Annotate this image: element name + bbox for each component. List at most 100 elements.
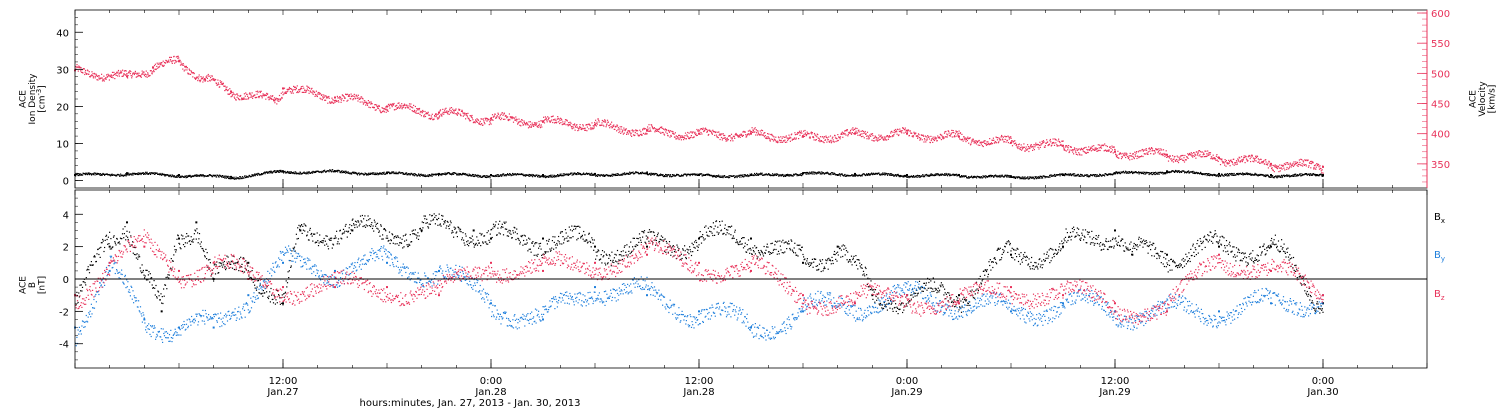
bx-point: [1166, 253, 1168, 256]
y-bottom-tick-label: 4: [63, 210, 69, 221]
bx-point: [178, 237, 180, 240]
top-left-axis-title-line: Ion Density: [28, 73, 38, 125]
y-bottom-tick-label: -4: [59, 340, 69, 351]
top-right-axis-title-line: ACE: [1469, 90, 1479, 108]
bx-point: [282, 302, 284, 305]
bz-point: [438, 294, 440, 297]
bx-point: [698, 237, 700, 240]
y-right-tick-label: 600: [1431, 9, 1450, 20]
bx-point: [1010, 253, 1012, 256]
by-point: [802, 310, 804, 313]
by-point: [282, 261, 284, 264]
top-right-axis-title-line: [km/s]: [1488, 85, 1498, 114]
bz-point: [212, 261, 215, 264]
by-point: [334, 269, 336, 272]
density-trace: [75, 169, 1324, 180]
bottom-axis-title-line: ACE: [19, 276, 29, 294]
top-left-axis-title-line: ACE: [19, 90, 29, 108]
velocity-point: [386, 105, 388, 108]
x-tick-date-label: Jan.28: [474, 387, 506, 398]
velocity-point: [854, 132, 856, 135]
velocity-point: [334, 96, 336, 99]
bz-point: [282, 286, 284, 289]
by-point: [247, 294, 250, 297]
bx-point: [1270, 245, 1272, 248]
bx-point: [472, 229, 475, 232]
bx-point: [126, 221, 128, 224]
legend-bx: Bx: [1434, 212, 1445, 225]
bz-point: [490, 261, 492, 264]
x-tick-label: 12:00: [269, 376, 298, 387]
legend-by: By: [1434, 250, 1445, 263]
x-tick-date-label: Jan.28: [682, 387, 714, 398]
velocity-point: [1270, 162, 1272, 165]
bz-point: [334, 286, 336, 289]
bz-point: [542, 269, 544, 272]
bx-point: [1062, 245, 1064, 248]
bx-point: [160, 310, 163, 313]
bz-point: [1062, 294, 1064, 297]
velocity-point: [230, 90, 232, 93]
by-point: [212, 326, 215, 329]
velocity-point: [906, 132, 908, 135]
density-point: [1270, 174, 1272, 177]
by-point: [490, 302, 492, 305]
x-tick-label: 12:00: [685, 376, 714, 387]
bottom-axis-title: ACE B [nT]: [19, 276, 48, 294]
velocity-point: [1114, 150, 1116, 153]
y-right-tick-label: 450: [1431, 100, 1450, 111]
bx-point: [490, 237, 492, 240]
bx-point: [195, 221, 198, 224]
bx-point: [871, 294, 874, 297]
x-tick-label: 12:00: [1101, 376, 1130, 387]
bz-point: [1322, 294, 1324, 297]
bottom-axis-title-line: B: [28, 282, 38, 288]
y-left-tick-label: 40: [56, 28, 69, 39]
top-left-axis-title: ACE Ion Density [cm-3]: [19, 73, 48, 125]
bz-point: [698, 261, 700, 264]
bx-point: [351, 229, 354, 232]
bz-point: [750, 269, 752, 272]
by-point: [750, 326, 752, 329]
bz-point: [108, 261, 111, 264]
x-tick-date-label: Jan.29: [890, 387, 922, 398]
velocity-point: [1322, 165, 1324, 168]
x-tick-date-label: Jan.27: [266, 387, 298, 398]
density-point: [230, 175, 232, 178]
velocity-point: [958, 135, 960, 138]
x-tick-label: 0:00: [896, 376, 918, 387]
density-point: [854, 172, 856, 175]
y-bottom-tick-label: 2: [63, 243, 69, 254]
bz-point: [143, 245, 146, 248]
bx-point: [1322, 302, 1324, 305]
velocity-point: [802, 135, 804, 138]
bz-point: [1114, 302, 1116, 305]
y-left-tick-label: 10: [56, 140, 69, 151]
top-left-axis-title-line: [cm-3]: [35, 85, 48, 112]
bz-point: [386, 286, 388, 289]
bz-point: [1010, 286, 1012, 289]
bz-point: [854, 302, 856, 305]
y-bottom-tick-label: 0: [63, 275, 69, 286]
bottom-axis-title-line: [nT]: [38, 276, 48, 294]
x-tick-label: 0:00: [1312, 376, 1334, 387]
bx-point: [802, 261, 804, 264]
bx-point: [836, 245, 839, 248]
top-right-axis-title: ACE Velocity [km/s]: [1469, 81, 1498, 117]
by-point: [1218, 310, 1220, 313]
density-point: [1322, 174, 1324, 177]
by-point: [1114, 310, 1116, 313]
by-point: [178, 326, 180, 329]
bz-point: [178, 269, 180, 272]
density-point: [1218, 172, 1220, 175]
y-right-tick-label: 400: [1431, 130, 1450, 141]
bz-point: [906, 294, 908, 297]
x-tick-label: 0:00: [480, 376, 502, 387]
by-point: [698, 310, 700, 313]
y-left-tick-label: 0: [63, 177, 69, 188]
velocity-point: [1062, 144, 1064, 147]
bx-trace: [75, 213, 1324, 315]
bx-point: [542, 237, 544, 240]
bx-point: [750, 237, 752, 240]
x-axis-title: hours:minutes, Jan. 27, 2013 - Jan. 30, …: [360, 398, 581, 409]
